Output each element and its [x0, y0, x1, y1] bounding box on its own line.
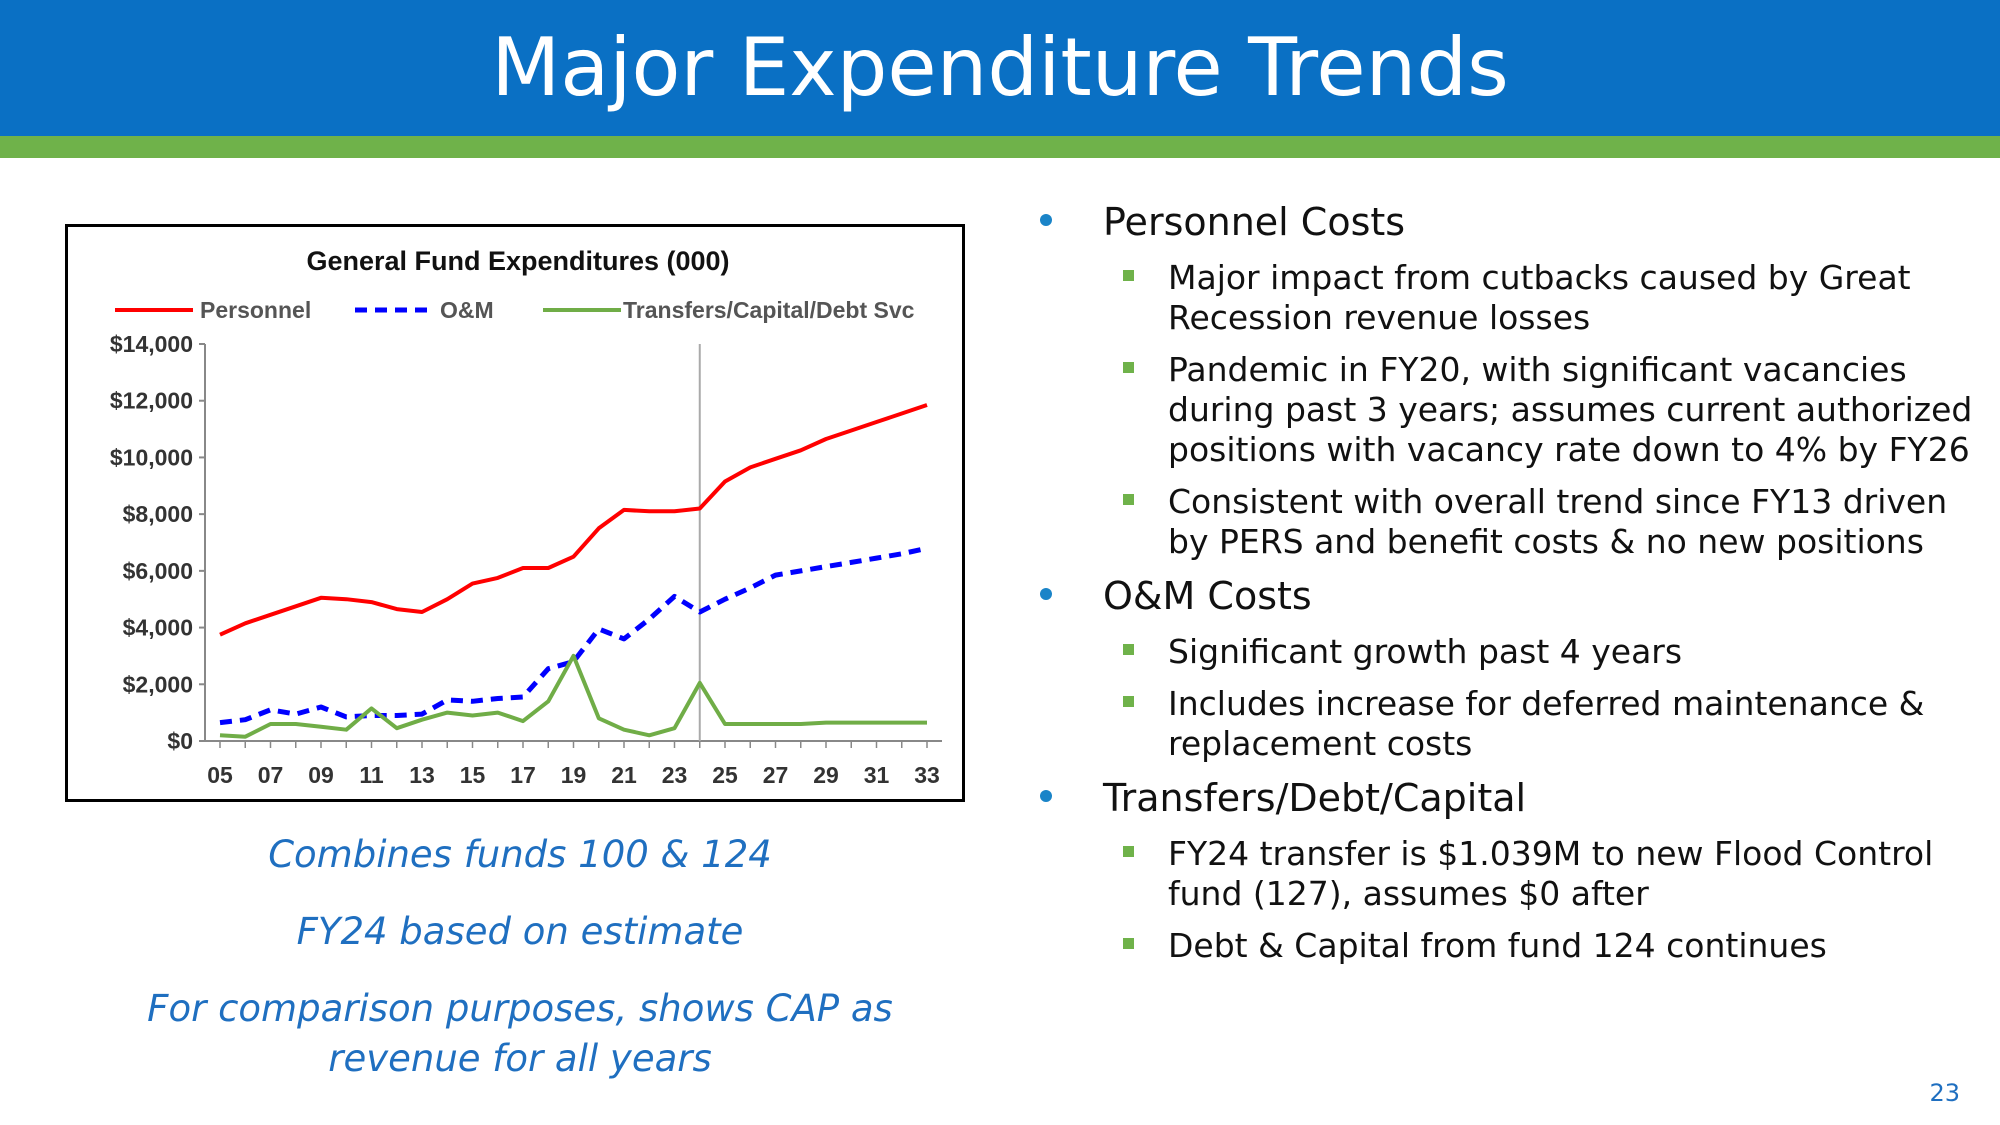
expenditures-line-chart: General Fund Expenditures (000) Personne…	[110, 246, 942, 788]
bullet-transfers: Transfers/Debt/Capital	[1040, 776, 1980, 820]
bullet-list: Personnel Costs Major impact from cutbac…	[1040, 200, 1980, 978]
note-comparison: For comparison purposes, shows CAP as re…	[147, 987, 893, 1080]
x-tick-label: 07	[258, 762, 284, 788]
note-funds: Combines funds 100 & 124	[268, 833, 772, 876]
title-bar-accent-stripe	[0, 136, 2000, 158]
chart-series	[219, 403, 928, 739]
sub-bullet: Major impact from cutbacks caused by Gre…	[1040, 258, 1980, 338]
legend-label: O&M	[440, 297, 494, 323]
sub-bullet: Consistent with overall trend since FY13…	[1040, 482, 1980, 562]
x-tick-label: 31	[864, 762, 890, 788]
page-number: 23	[1929, 1079, 1960, 1107]
x-tick-label: 05	[207, 762, 233, 788]
bullet-dot-icon	[1040, 588, 1052, 600]
y-tick-label: $12,000	[110, 388, 193, 414]
x-tick-label: 09	[308, 762, 334, 788]
y-tick-label: $8,000	[123, 501, 193, 527]
legend-label: Personnel	[200, 297, 311, 323]
x-tick-label: 23	[662, 762, 688, 788]
x-tick-label: 29	[813, 762, 839, 788]
square-bullet-icon	[1123, 362, 1134, 373]
series-line-transfers-capital-debt-svc	[219, 653, 927, 739]
y-tick-label: $6,000	[123, 558, 193, 584]
x-tick-label: 19	[561, 762, 587, 788]
bullet-dot-icon	[1040, 214, 1052, 226]
x-tick-label: 27	[763, 762, 789, 788]
square-bullet-icon	[1123, 270, 1134, 281]
bullet-dot-icon	[1040, 790, 1052, 802]
sub-bullet: Significant growth past 4 years	[1040, 632, 1980, 672]
legend-label: Transfers/Capital/Debt Svc	[623, 297, 915, 323]
note-estimate: FY24 based on estimate	[296, 910, 744, 953]
bullet-personnel: Personnel Costs	[1040, 200, 1980, 244]
x-tick-label: 11	[359, 762, 384, 788]
chart-legend: Personnel O&M Transfers/Capital/Debt Svc	[115, 297, 915, 323]
square-bullet-icon	[1123, 644, 1134, 655]
y-tick-label: $14,000	[110, 331, 193, 357]
square-bullet-icon	[1123, 696, 1134, 707]
x-tick-label: 25	[712, 762, 738, 788]
sub-bullet: Includes increase for deferred maintenan…	[1040, 684, 1980, 764]
x-tick-label: 21	[611, 762, 637, 788]
chart-axes: $0 $2,000 $4,000 $6,000 $8,000 $10,000 $12,000…	[110, 331, 942, 788]
y-tick-label: $4,000	[123, 615, 193, 641]
x-tick-label: 15	[460, 762, 486, 788]
slide-title: Major Expenditure Trends	[491, 21, 1509, 114]
x-tick-label: 13	[409, 762, 435, 788]
y-tick-label: $2,000	[123, 671, 193, 697]
series-line-o-m	[219, 545, 928, 726]
sub-bullet: Debt & Capital from fund 124 continues	[1040, 926, 1980, 966]
sub-bullet: FY24 transfer is $1.039M to new Flood Co…	[1040, 834, 1980, 914]
chart-frame	[65, 224, 965, 802]
y-tick-label: $10,000	[110, 444, 193, 470]
x-tick-label: 17	[510, 762, 536, 788]
series-line-personnel	[219, 403, 928, 637]
chart-title: General Fund Expenditures (000)	[306, 246, 729, 276]
sub-bullet: Pandemic in FY20, with significant vacan…	[1040, 350, 1980, 470]
y-tick-label: $0	[167, 728, 193, 754]
square-bullet-icon	[1123, 938, 1134, 949]
square-bullet-icon	[1123, 846, 1134, 857]
title-bar	[0, 0, 2000, 136]
x-tick-label: 33	[914, 762, 940, 788]
square-bullet-icon	[1123, 494, 1134, 505]
bullet-om: O&M Costs	[1040, 574, 1980, 618]
